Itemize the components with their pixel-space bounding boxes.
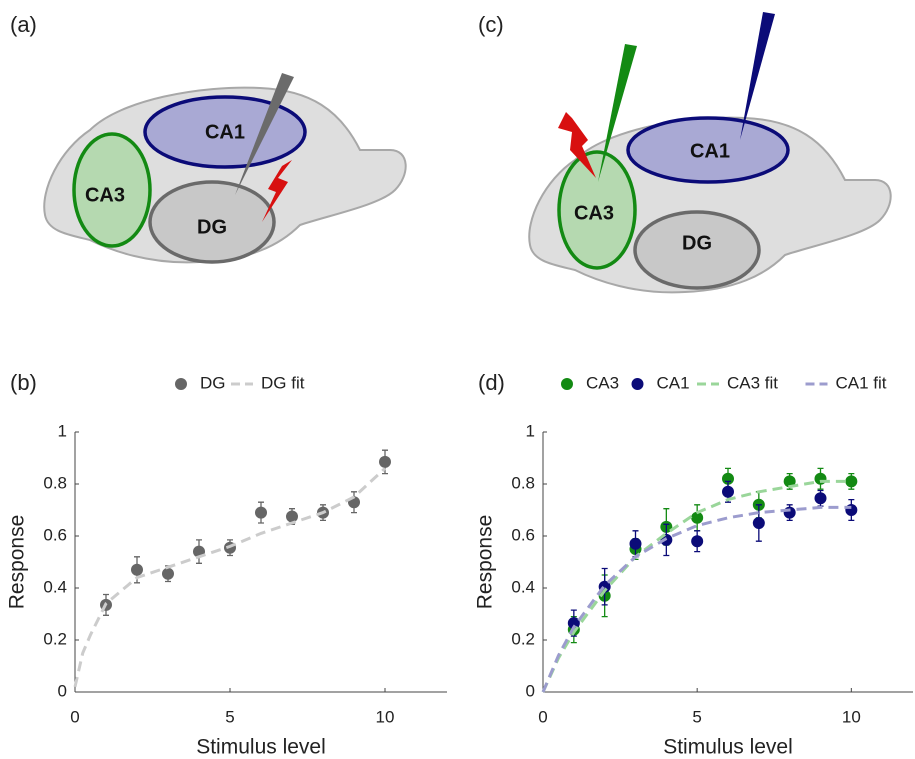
data-point: [784, 507, 796, 519]
y-tick-label: 0: [58, 681, 67, 700]
data-point: [379, 456, 391, 468]
fit-line: [75, 468, 385, 686]
legend-swatch: [561, 378, 573, 390]
x-tick-label: 10: [842, 707, 861, 726]
data-point: [753, 517, 765, 529]
x-tick-label: 5: [692, 707, 701, 726]
legend-swatch: [632, 378, 644, 390]
y-tick-label: 1: [526, 421, 535, 440]
data-point: [286, 511, 298, 523]
data-point: [722, 486, 734, 498]
x-axis-label: Stimulus level: [196, 736, 326, 759]
x-axis-label: Stimulus level: [663, 736, 793, 759]
y-tick-label: 0.8: [511, 473, 535, 492]
y-tick-label: 0.4: [43, 577, 67, 596]
region-label: CA1: [690, 140, 730, 162]
y-tick-label: 0.6: [43, 525, 67, 544]
legend-label: DG: [200, 373, 226, 392]
region-label: DG: [197, 216, 227, 238]
diagram-c: (c) CA1 CA3 DG: [478, 12, 891, 293]
panel-label: (c): [478, 12, 504, 37]
data-point: [845, 475, 857, 487]
x-tick-label: 0: [70, 707, 79, 726]
data-point: [162, 568, 174, 580]
region-label: DG: [682, 232, 712, 254]
fit-line: [543, 481, 851, 692]
data-point: [131, 564, 143, 576]
data-point: [691, 535, 703, 547]
panel-label: (d): [478, 370, 505, 395]
data-point: [255, 507, 267, 519]
region-label: CA1: [205, 121, 245, 143]
x-tick-label: 5: [225, 707, 234, 726]
panel-label: (a): [10, 12, 37, 37]
y-tick-label: 0.2: [43, 629, 67, 648]
x-tick-label: 0: [538, 707, 547, 726]
y-axis-label: Response: [6, 515, 29, 610]
y-tick-label: 1: [58, 421, 67, 440]
panel-label: (b): [10, 370, 37, 395]
y-tick-label: 0.6: [511, 525, 535, 544]
x-tick-label: 10: [376, 707, 395, 726]
legend-label: CA1 fit: [836, 373, 887, 392]
y-tick-label: 0.2: [511, 629, 535, 648]
y-axis-label: Response: [474, 515, 497, 610]
figure: (a) CA1 CA3 DG (c) CA1 CA3 DG (b)051000.…: [0, 0, 915, 759]
legend-label: DG fit: [261, 373, 305, 392]
region-label: CA3: [85, 184, 125, 206]
y-tick-label: 0.8: [43, 473, 67, 492]
y-tick-label: 0.4: [511, 577, 535, 596]
y-tick-label: 0: [526, 681, 535, 700]
data-point: [845, 504, 857, 516]
legend-label: CA3 fit: [727, 373, 778, 392]
legend-swatch: [175, 378, 187, 390]
legend-label: CA3: [586, 373, 619, 392]
data-point: [815, 473, 827, 485]
region-label: CA3: [574, 202, 614, 224]
data-point: [630, 538, 642, 550]
legend-label: CA1: [657, 373, 690, 392]
data-point: [815, 492, 827, 504]
diagram-a: (a) CA1 CA3 DG: [10, 12, 406, 263]
